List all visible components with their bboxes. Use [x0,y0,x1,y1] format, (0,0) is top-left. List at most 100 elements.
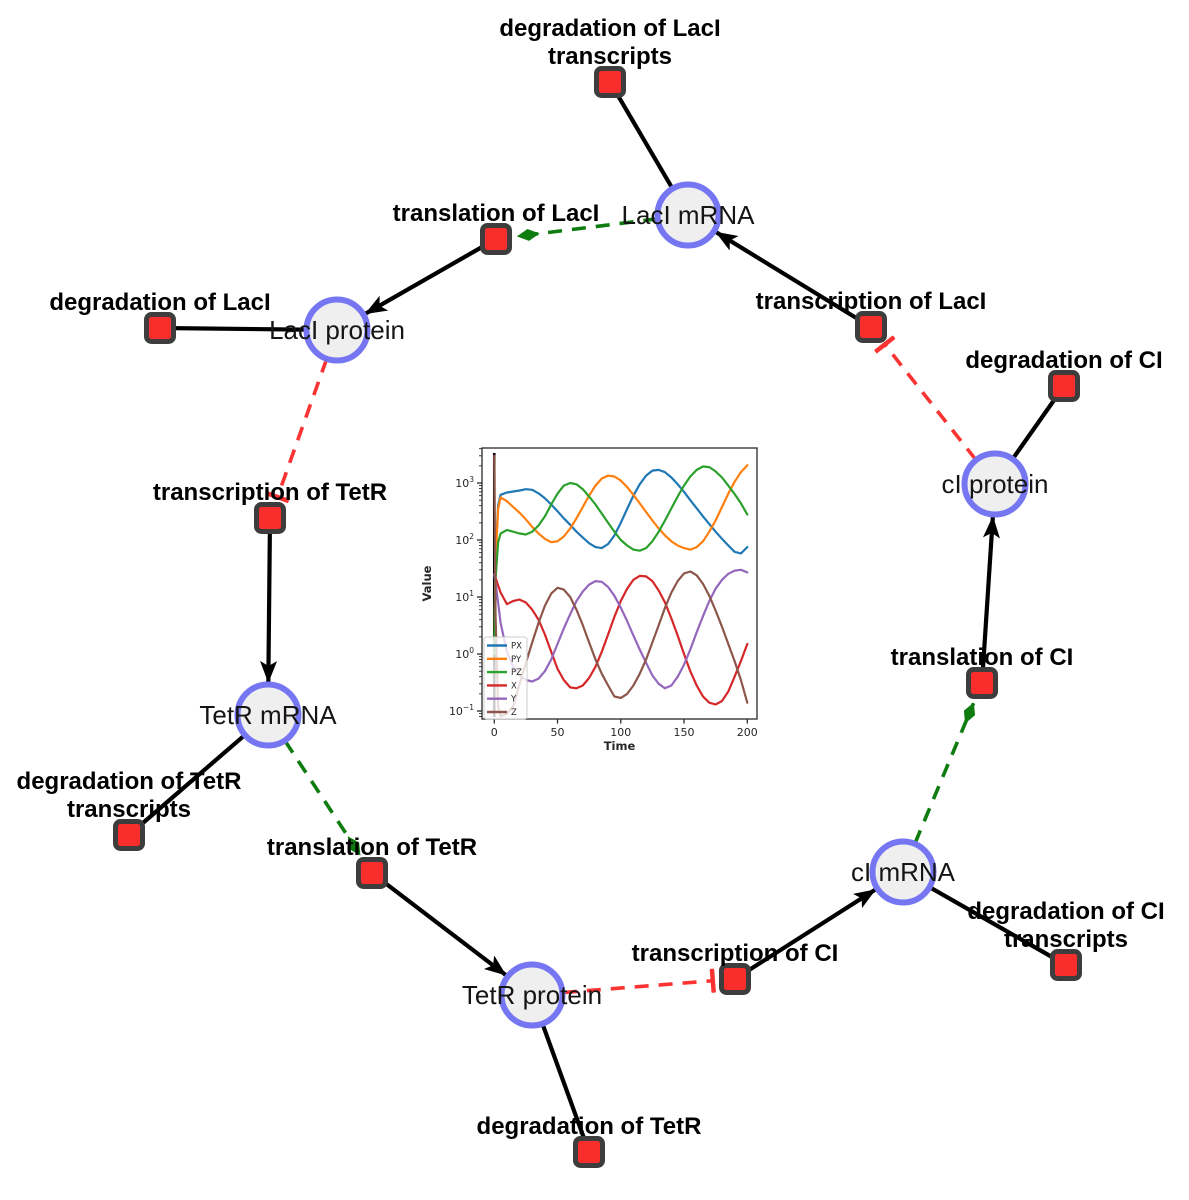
reaction-label-line: transcription of CI [632,940,839,967]
reaction-label-line: translation of LacI [393,200,600,227]
legend-label-py: PY [511,655,522,665]
reaction-label-transl-ci: translation of CI [891,644,1074,671]
labels-layer: LacI mRNA LacI protein TetR mRNA TetR prote… [17,15,1165,1140]
reaction-label-line: transcripts [548,43,672,70]
reaction-node-deg-ci [1048,370,1080,402]
reaction-label-deg-laci: degradation of LacI [49,289,270,316]
y-tick-exponent: 0 [469,646,474,655]
reaction-label-line: degradation of CI [965,347,1162,374]
reaction-node-transc-laci [855,311,887,343]
x-tick-label: 50 [551,726,565,739]
legend-label-pz: PZ [511,668,522,678]
y-axis-label: Value [420,565,434,601]
y-tick-exponent: 2 [469,532,474,541]
reaction-label-line: degradation of LacI [499,15,720,42]
legend-label-px: PX [511,642,522,652]
reaction-label-line: degradation of CI [967,898,1164,925]
reaction-node-deg-laci-transcripts [594,66,626,98]
reaction-label-line: degradation of TetR [17,768,242,795]
x-tick-label: 100 [610,726,631,739]
edge-inhibition-tetr-protein-to-transc-ci [562,968,716,995]
series-line-py [493,464,749,656]
y-tick-label: 10−1 [449,703,474,718]
y-tick-exponent: −1 [463,703,474,712]
reaction-label-deg-tetr: degradation of TetR [477,1113,702,1140]
simulation-plot-inset: 10−1 100 101 102 103 0 50 100 150 200 Time Value PX P… [418,430,766,768]
series-line-y [493,568,749,690]
species-label-laci-protein: LacI protein [269,315,405,345]
reaction-label-line: transcripts [67,796,191,823]
series-line-px [493,468,749,656]
reaction-node-transl-tetr [356,857,388,889]
y-tick-label: 102 [455,532,474,547]
reaction-label-transc-tetr: transcription of TetR [153,479,387,506]
y-tick-label: 101 [455,589,474,604]
x-tick-label: 150 [674,726,695,739]
chart-series [493,454,749,718]
species-node-tetr-protein [498,961,566,1029]
reaction-node-deg-ci-transcripts [1050,949,1082,981]
x-axis-label: Time [604,739,636,753]
species-label-laci-mrna: LacI mRNA [622,200,756,230]
reaction-label-line: degradation of LacI [49,289,270,316]
reaction-label-line: translation of CI [891,644,1074,671]
edge-production-transc-laci-to-laci-mrna [715,230,873,329]
legend-label-x: X [511,681,517,691]
species-label-tetr-protein: TetR protein [462,980,602,1010]
reaction-label-transc-ci: transcription of CI [632,940,839,967]
reaction-node-deg-tetr-transcripts [113,819,145,851]
species-label-ci-protein: cI protein [942,469,1049,499]
edge-inhibition-laci-protein-to-transc-tetr [265,358,329,503]
reaction-node-transc-tetr [254,502,286,534]
edge-production-transl-ci-to-ci-protein [979,515,1000,684]
reaction-label-transc-laci: transcription of LacI [756,288,987,315]
edge-production-transc-ci-to-ci-mrna [733,887,877,981]
edge-production-transl-tetr-to-tetr-protein [370,871,508,977]
legend-label-z: Z [511,708,517,718]
y-tick-exponent: 1 [469,589,474,598]
edge-inhibition-ci-protein-to-transc-laci [874,335,978,461]
chart-legend: PX PY PZ XYZ [483,636,528,720]
species-node-ci-mrna [869,838,937,906]
reaction-label-deg-ci: degradation of CI [965,347,1162,374]
reaction-label-deg-ci-transcripts: degradation of CI transcripts [967,898,1164,953]
series-line-x [493,573,749,706]
y-tick-exponent: 3 [469,475,474,484]
reaction-label-deg-laci-transcripts: degradation of LacI transcripts [499,15,720,70]
reaction-label-line: translation of TetR [267,834,477,861]
reaction-label-deg-tetr-transcripts: degradation of TetR transcripts [17,768,242,823]
x-tick-label: 0 [491,726,498,739]
edge-catalysis-ci-mrna-to-transl-ci [913,702,976,845]
species-node-ci-protein [961,450,1029,518]
series-line-z [493,454,749,718]
y-tick-label: 100 [455,646,474,661]
reaction-label-line: transcription of LacI [756,288,987,315]
reaction-node-deg-tetr [573,1136,605,1168]
y-tick-label: 103 [455,475,474,490]
edge-production-transl-laci-to-laci-protein [364,237,498,316]
reaction-node-transc-ci [719,963,751,995]
species-label-tetr-mrna: TetR mRNA [199,700,337,730]
species-node-laci-protein [303,296,371,364]
reaction-node-transl-laci [480,223,512,255]
reaction-label-line: transcripts [1004,926,1128,953]
reaction-label-transl-laci: translation of LacI [393,200,600,227]
reaction-node-deg-laci [144,312,176,344]
series-line-pz [493,465,749,656]
species-node-tetr-mrna [234,681,302,749]
axes-frame [481,447,758,720]
reaction-node-transl-ci [966,667,998,699]
nodes-layer [113,66,1082,1168]
reaction-label-transl-tetr: translation of TetR [267,834,477,861]
reaction-label-line: transcription of TetR [153,479,387,506]
species-label-ci-mrna: cI mRNA [851,857,956,887]
edge-production-transc-tetr-to-tetr-mrna [260,517,278,684]
reaction-label-line: degradation of TetR [477,1113,702,1140]
legend-label-y: Y [510,695,517,705]
x-tick-label: 200 [737,726,758,739]
species-node-laci-mrna [654,181,722,249]
